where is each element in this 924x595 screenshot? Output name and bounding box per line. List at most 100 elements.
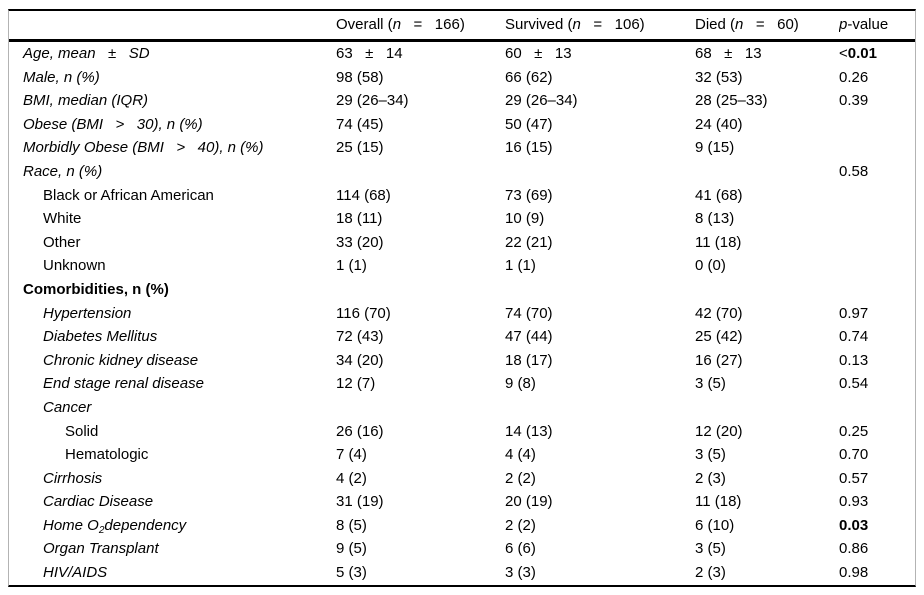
text-segment: 0.39 (839, 92, 869, 110)
cell-overall: 1 (1) (336, 257, 367, 275)
cell-died: 16 (27) (695, 351, 743, 369)
table-row: Unknown 1 (1) 1 (1) 0 (0) (9, 254, 915, 278)
text-segment: Died ( (695, 16, 736, 33)
row-label: Male, n (%) (9, 66, 336, 90)
table-header-row: Overall (n = 166) Survived (n = 106) Die… (9, 11, 915, 42)
text-segment: HIV/AIDS (43, 564, 108, 582)
cell-overall: 29 (26–34) (336, 92, 409, 110)
row-label: Race, n (%) (9, 160, 336, 184)
text-segment: Morbidly Obese (BMI > 40), n (%) (23, 139, 264, 157)
text-segment: Cardiac Disease (43, 493, 154, 511)
text-segment: < (839, 45, 848, 62)
text-segment: n (735, 16, 744, 33)
cell-pvalue: 0.93 (839, 490, 915, 514)
text-segment: Age, mean ± SD (23, 45, 150, 62)
cell-survived (505, 160, 695, 184)
cell-pvalue (839, 184, 915, 208)
cell-survived: 47 (44) (505, 328, 553, 346)
row-label: Other (9, 231, 336, 255)
cell-overall: 7 (4) (336, 446, 367, 464)
cell-pvalue: <0.01 (839, 42, 915, 66)
text-segment: 0.74 (839, 328, 869, 346)
text-segment: Survived ( (505, 16, 573, 33)
table-row: Other 33 (20) 22 (21) 11 (18) (9, 231, 915, 255)
cell-survived: 3 (3) (505, 564, 536, 582)
text-segment: = 106) (580, 16, 645, 33)
text-segment: Unknown (43, 257, 106, 275)
text-segment: Chronic kidney disease (43, 351, 199, 369)
row-label: Chronic kidney disease (9, 349, 336, 373)
text-segment: 0.70 (839, 446, 869, 464)
text-segment: Hematologic (65, 446, 149, 464)
header-cell-empty (9, 11, 336, 39)
cell-survived: 2 (2) (505, 516, 536, 534)
text-segment: Black or African American (43, 186, 214, 204)
table-row: Morbidly Obese (BMI > 40), n (%) 25 (15) 1… (9, 136, 915, 160)
text-segment: Solid (65, 422, 99, 440)
clinical-characteristics-table: Overall (n = 166) Survived (n = 106) Die… (8, 9, 916, 587)
text-segment: n (572, 16, 581, 33)
table-row: Cardiac Disease 31 (19) 20 (19) 11 (18) 0.93 (9, 490, 915, 514)
cell-pvalue: 0.98 (839, 561, 915, 585)
cell-overall: 74 (45) (336, 115, 384, 133)
cell-survived: 16 (15) (505, 139, 553, 157)
cell-died: 68 ± 13 (695, 45, 762, 62)
cell-died: 32 (53) (695, 68, 743, 86)
cell-survived (505, 278, 695, 302)
cell-overall: 9 (5) (336, 540, 367, 558)
table-row: Chronic kidney disease 34 (20) 18 (17) 16 (… (9, 349, 915, 373)
text-segment: Cirrhosis (43, 469, 103, 487)
cell-pvalue (839, 254, 915, 278)
cell-pvalue: 0.70 (839, 443, 915, 467)
header-cell-survived: Survived (n = 106) (505, 11, 695, 39)
table-row: White 18 (11) 10 (9) 8 (13) (9, 207, 915, 231)
cell-survived: 22 (21) (505, 233, 553, 251)
cell-survived: 50 (47) (505, 115, 553, 133)
cell-survived: 9 (8) (505, 375, 536, 393)
text-segment: -value (847, 16, 889, 33)
cell-pvalue: 0.86 (839, 537, 915, 561)
text-segment: Race, n (%) (23, 162, 103, 180)
text-segment: Diabetes Mellitus (43, 328, 158, 346)
cell-pvalue (839, 136, 915, 160)
cell-died: 2 (3) (695, 469, 726, 487)
cell-died: 12 (20) (695, 422, 743, 440)
cell-died: 8 (13) (695, 210, 735, 228)
cell-survived: 73 (69) (505, 186, 553, 204)
header-cell-pvalue: p-value (839, 11, 915, 39)
cell-overall: 8 (5) (336, 516, 367, 534)
cell-survived: 10 (9) (505, 210, 545, 228)
row-label: Age, mean ± SD (9, 42, 336, 66)
table-row: Diabetes Mellitus 72 (43) 47 (44) 25 (42) 0.… (9, 325, 915, 349)
cell-overall: 34 (20) (336, 351, 384, 369)
text-segment: Other (43, 233, 81, 251)
text-segment: = 60) (743, 16, 799, 33)
table-row: BMI, median (IQR) 29 (26–34) 29 (26–34) 28 … (9, 89, 915, 113)
cell-overall (336, 396, 505, 420)
cell-died (695, 278, 839, 302)
text-segment: 0.54 (839, 375, 869, 393)
row-label: Cardiac Disease (9, 490, 336, 514)
text-segment: Cancer (43, 398, 92, 416)
cell-overall: 31 (19) (336, 493, 384, 511)
table-row: Hematologic 7 (4) 4 (4) 3 (5) 0.70 (9, 443, 915, 467)
table-row: Cancer (9, 396, 915, 420)
cell-overall: 33 (20) (336, 233, 384, 251)
cell-pvalue: 0.57 (839, 467, 915, 491)
cell-survived (505, 396, 695, 420)
text-segment: 0.03 (839, 516, 869, 534)
cell-died: 11 (18) (695, 233, 742, 251)
cell-overall: 5 (3) (336, 564, 367, 582)
cell-pvalue (839, 207, 915, 231)
cell-pvalue: 0.13 (839, 349, 915, 373)
text-segment: dependency (104, 516, 187, 534)
cell-pvalue (839, 231, 915, 255)
text-segment: 0.01 (847, 45, 877, 62)
table-row: Solid 26 (16) 14 (13) 12 (20) 0.25 (9, 420, 915, 444)
cell-overall: 114 (68) (336, 186, 391, 204)
table-row: End stage renal disease 12 (7) 9 (8) 3 (5) 0… (9, 372, 915, 396)
cell-died: 2 (3) (695, 564, 726, 582)
cell-died: 3 (5) (695, 540, 726, 558)
row-label: Hematologic (9, 443, 336, 467)
